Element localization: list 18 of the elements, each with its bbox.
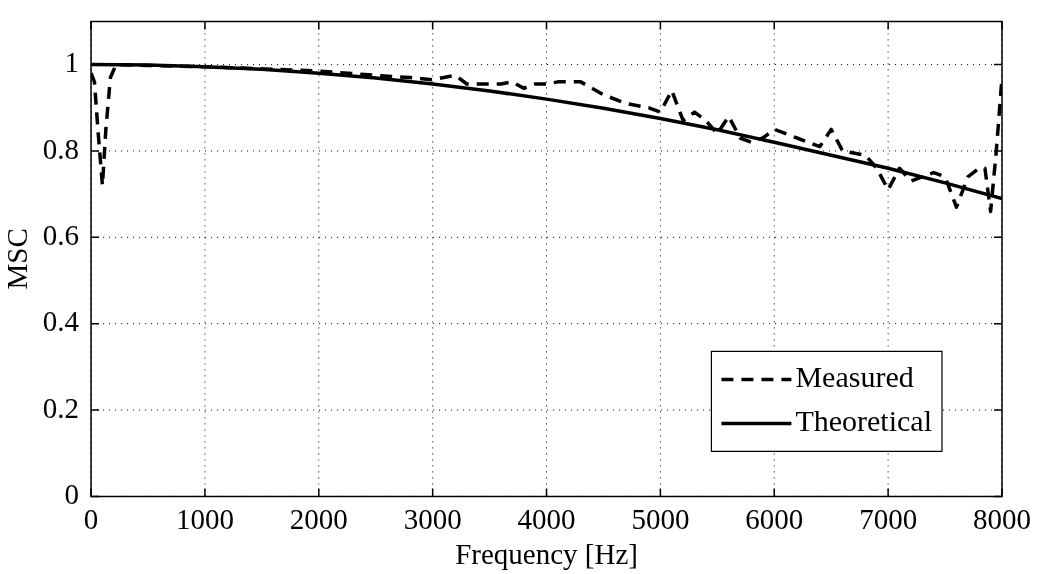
x-tick-label: 4000 bbox=[517, 503, 576, 536]
x-tick-label: 3000 bbox=[403, 503, 462, 536]
x-tick-label: 2000 bbox=[289, 503, 348, 536]
x-tick-label: 8000 bbox=[973, 503, 1031, 536]
legend-label: Theoretical bbox=[795, 404, 933, 438]
legend-label: Measured bbox=[795, 360, 914, 394]
x-tick-label: 6000 bbox=[745, 503, 804, 536]
x-tick-label: 5000 bbox=[631, 503, 690, 536]
x-tick-label: 7000 bbox=[859, 503, 918, 536]
y-tick-label: 0.8 bbox=[42, 132, 80, 165]
y-tick-label: 0.2 bbox=[42, 391, 80, 424]
y-tick-label: 0.4 bbox=[42, 305, 80, 338]
x-tick-label: 1000 bbox=[175, 503, 234, 536]
y-axis-title: MSC bbox=[1, 228, 34, 290]
y-tick-label: 1 bbox=[64, 46, 80, 79]
x-axis-title: Frequency [Hz] bbox=[455, 538, 638, 571]
y-tick-label: 0.6 bbox=[42, 218, 80, 251]
y-tick-label: 0 bbox=[64, 478, 80, 511]
